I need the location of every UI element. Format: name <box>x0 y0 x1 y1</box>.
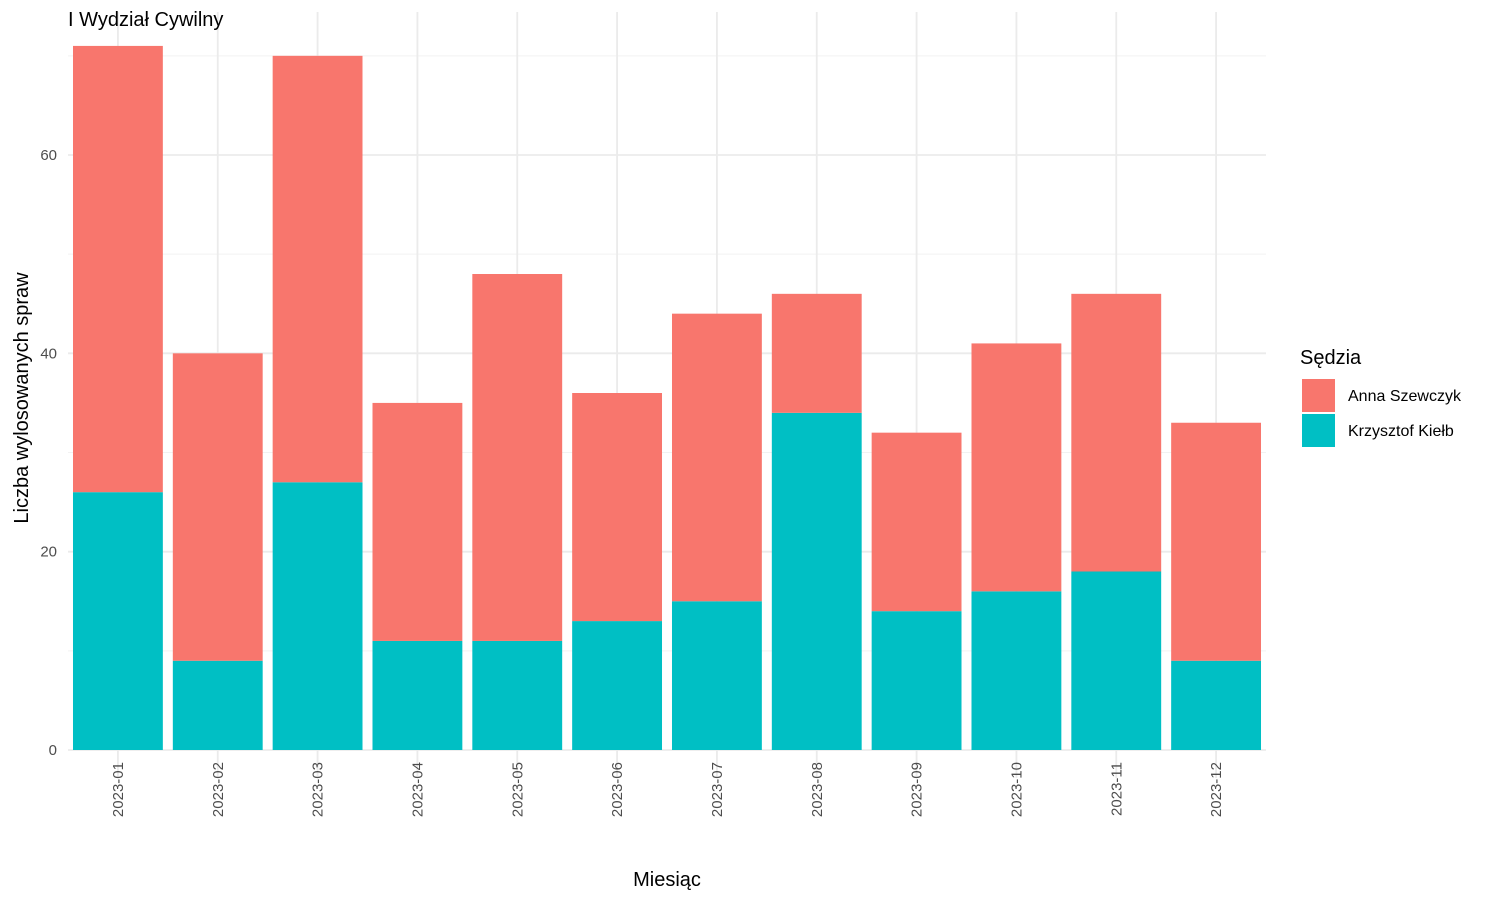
x-tick-label: 2023-05 <box>509 762 526 817</box>
x-tick-label: 2023-02 <box>210 762 227 817</box>
bar-segment <box>72 492 163 750</box>
bar-segment <box>971 591 1062 750</box>
x-tick-label: 2023-09 <box>909 762 926 817</box>
x-tick-label: 2023-12 <box>1208 762 1225 817</box>
x-tick-label: 2023-07 <box>709 762 726 817</box>
bar-segment <box>1071 293 1162 572</box>
bar-segment <box>871 611 962 750</box>
x-tick-label: 2023-03 <box>310 762 327 817</box>
bar-segment <box>272 482 363 750</box>
y-tick-label: 40 <box>40 345 57 362</box>
x-tick-label: 2023-01 <box>110 762 127 817</box>
bar-segment <box>1071 571 1162 750</box>
x-axis-title: Miesiąc <box>633 869 701 891</box>
bar-segment <box>472 274 563 641</box>
y-tick-label: 20 <box>40 544 57 561</box>
bar-segment <box>172 353 263 661</box>
legend-label: Anna Szewczyk <box>1348 388 1462 405</box>
bar-segment <box>572 393 663 622</box>
x-tick-label: 2023-11 <box>1108 762 1125 816</box>
legend-title: Sędzia <box>1300 347 1362 369</box>
bar-segment <box>1171 660 1262 750</box>
bar-segment <box>172 660 263 750</box>
bar-segment <box>472 640 563 750</box>
legend: Sędzia Anna Szewczyk Krzysztof Kiełb <box>1300 347 1462 447</box>
y-tick-label: 60 <box>40 147 57 164</box>
bar-segment <box>272 55 363 483</box>
bar-segment <box>572 621 663 750</box>
legend-swatch <box>1302 379 1335 412</box>
chart-title: I Wydział Cywilny <box>68 9 223 31</box>
bars <box>72 45 1262 750</box>
x-tick-label: 2023-06 <box>609 762 626 817</box>
bar-segment <box>771 293 862 413</box>
bar-segment <box>971 343 1062 592</box>
bar-segment <box>72 45 163 493</box>
x-tick-label: 2023-04 <box>409 762 426 817</box>
axis-ticks: 0 20 40 60 2023-01 2023-02 2023-03 2023-04 2023-… <box>40 147 1225 817</box>
bar-segment <box>771 412 862 750</box>
bar-segment <box>372 640 463 750</box>
bar-segment <box>1171 422 1262 661</box>
legend-swatch <box>1302 414 1335 447</box>
bar-segment <box>671 313 762 602</box>
y-tick-label: 0 <box>49 742 57 759</box>
bar-segment <box>671 601 762 750</box>
x-tick-label: 2023-08 <box>809 762 826 817</box>
x-tick-label: 2023-10 <box>1008 762 1025 817</box>
legend-items: Anna Szewczyk Krzysztof Kiełb <box>1302 379 1462 447</box>
bar-segment <box>372 402 463 641</box>
y-axis-title: Liczba wylosowanych spraw <box>11 272 33 524</box>
legend-label: Krzysztof Kiełb <box>1348 423 1454 440</box>
bar-segment <box>871 432 962 612</box>
